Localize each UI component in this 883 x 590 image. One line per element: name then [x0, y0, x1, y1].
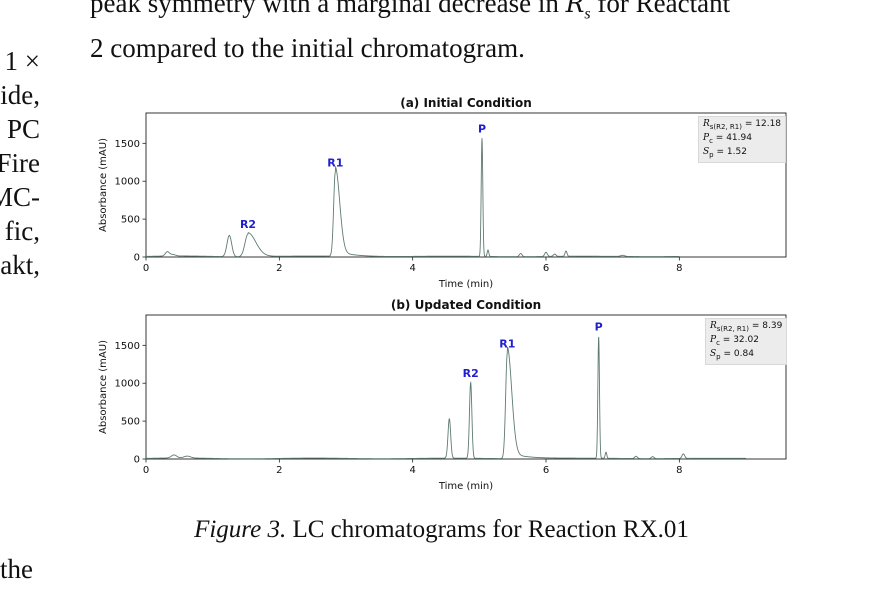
panel-a-x-axis-label: Time (min) — [438, 279, 493, 290]
body-text-line-2: 2 compared to the initial chromatogram. — [90, 33, 525, 64]
panel-b-trace-line — [146, 336, 746, 460]
panel-a-y-tick-label: 500 — [121, 215, 140, 226]
panel-b-y-axis-label: Absorbance (mAU) — [98, 340, 109, 434]
left-column-line: akt, — [0, 250, 40, 280]
left-column-line: Fire — [0, 148, 40, 178]
panel-a-peak-label-r1: R1 — [327, 157, 343, 170]
body-text-tail: the — [0, 554, 33, 584]
left-column-text: 1 × ide, PC Fire MC- fic, akt, — [0, 44, 40, 304]
panel-a-x-tick-label: 8 — [676, 263, 682, 274]
panel-a-y-tick-label: 1500 — [115, 139, 140, 150]
panel-b-x-tick-label: 0 — [143, 465, 149, 476]
panel-b-y-tick-label: 1000 — [115, 379, 140, 390]
stat-rs: Rs(R2, R1) = 8.39 — [710, 321, 783, 333]
panel-b-frame — [145, 314, 787, 460]
panel-a-stats-box: Rs(R2, R1) = 12.18 Pc = 41.94 Sp = 1.52 — [698, 116, 787, 164]
panel-b-x-tick-label: 2 — [276, 465, 282, 476]
left-column-line: MC- — [0, 182, 40, 212]
panel-b-y-tick-label: 1500 — [115, 341, 140, 352]
panel-b-plot: 0 2 4 6 8 0 500 1000 1500 Time (min) Absorbance (m… — [98, 314, 787, 492]
panel-b-y-tick-label: 500 — [121, 417, 140, 428]
panel-b-x-tick-label: 8 — [676, 465, 682, 476]
left-column-line: ide, — [0, 80, 40, 110]
panel-a-y-axis-label: Absorbance (mAU) — [98, 138, 109, 232]
panel-b-x-tick-label: 6 — [543, 465, 549, 476]
stat-rs: Rs(R2, R1) = 12.18 — [703, 119, 782, 131]
panel-b-peak-label-r1: R1 — [499, 337, 515, 350]
left-column-line: fic, — [4, 216, 40, 246]
panel-a-y-tick-label: 0 — [134, 253, 140, 264]
panel-a-title: (a) Initial Condition — [400, 96, 532, 110]
figure-caption: Figure 3. LC chromatograms for Reaction … — [0, 516, 883, 544]
panel-a-x-tick-label: 0 — [143, 263, 149, 274]
caption-text: LC chromatograms for Reaction RX.01 — [292, 516, 689, 543]
caption-label: Figure 3. — [194, 516, 287, 543]
body-text-top: peak symmetry with a marginal decrease i… — [90, 0, 730, 65]
panel-b-title: (b) Updated Condition — [390, 298, 542, 312]
panel-a-trace-line — [146, 138, 680, 258]
panel-a-plot: 0 2 4 6 8 0 500 1000 1500 Time (min) Absorbance (m… — [98, 112, 787, 290]
body-text-line-1: peak symmetry with a marginal decrease i… — [90, 0, 730, 31]
panel-a-x-tick-label: 2 — [276, 263, 282, 274]
panel-b-peak-label-r2: R2 — [463, 367, 479, 380]
math-var-r: R — [565, 0, 585, 18]
left-column-line: 1 × — [4, 46, 40, 76]
stat-pc: Pc = 32.02 — [710, 334, 759, 347]
panel-a-peak-label-r2: R2 — [240, 218, 256, 231]
panel-a-y-tick-label: 1000 — [115, 177, 140, 188]
panel-a-frame — [145, 112, 787, 258]
stat-sp: Sp = 0.84 — [710, 348, 754, 361]
math-sub-s: s — [584, 5, 591, 23]
panel-b-x-axis-label: Time (min) — [438, 481, 493, 492]
panel-a-peak-label-p: P — [478, 122, 486, 135]
panel-a-x-tick-label: 4 — [409, 263, 415, 274]
panel-b-peak-label-p: P — [595, 321, 603, 334]
panel-a-x-tick-label: 6 — [543, 263, 549, 274]
chromatogram-figure: 0 2 4 6 8 0 500 1000 1500 Time (min) Absorbance (m… — [98, 112, 787, 492]
panel-b-x-tick-label: 4 — [409, 465, 415, 476]
panel-b-y-tick-label: 0 — [134, 455, 140, 466]
left-column-line: PC — [6, 114, 40, 144]
panel-b-stats-box: Rs(R2, R1) = 8.39 Pc = 32.02 Sp = 0.84 — [705, 318, 788, 366]
stat-pc: Pc = 41.94 — [703, 132, 752, 145]
stat-sp: Sp = 1.52 — [703, 146, 747, 159]
